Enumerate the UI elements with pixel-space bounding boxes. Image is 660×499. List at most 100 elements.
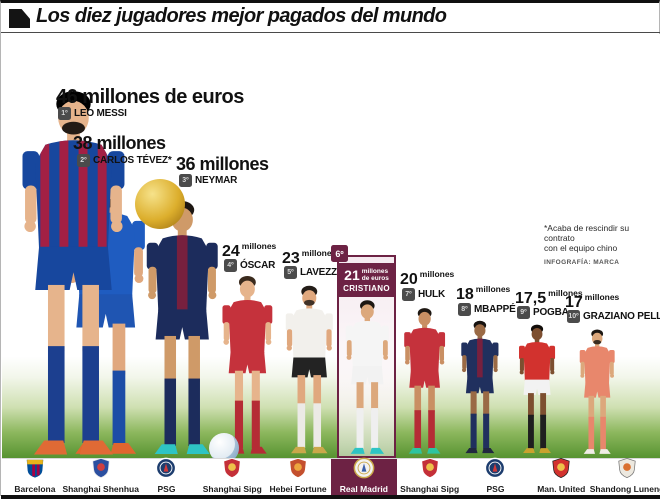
player-name-lavezzi: LAVEZZI xyxy=(300,267,340,278)
player-name-oscar: ÓSCAR xyxy=(240,260,276,271)
club-logo-bar: Barcelona Shanghai Shenhua PSG Shanghai Sip… xyxy=(2,457,660,496)
player-figure-cristiano xyxy=(335,296,400,458)
salary-unit-oscar: millones xyxy=(241,241,277,251)
rank-badge-cristiano: 6º xyxy=(331,245,348,262)
name-row-oscar: 4º ÓSCAR xyxy=(224,259,275,272)
club-name-6: Real Madrid xyxy=(339,484,388,494)
player-figure-mbappe xyxy=(452,317,508,456)
club-name-4: Shanghai Sipg xyxy=(202,484,262,494)
title-bullet-icon xyxy=(9,9,30,28)
salary-label-cristiano: 21 millones de euros xyxy=(344,268,389,282)
salary-number-cristiano: 21 xyxy=(344,266,360,283)
club-name-2: Shanghai Shenhua xyxy=(62,484,139,494)
salary-label-lavezzi: 23 millones xyxy=(282,248,336,268)
club-name-3: PSG xyxy=(157,484,176,494)
rank-badge-pelle: 10º xyxy=(567,310,580,323)
club-cell-2: Shanghai Shenhua xyxy=(62,457,139,496)
club-logo-10-icon xyxy=(616,457,638,484)
salary-number-pelle: 17 xyxy=(565,294,583,311)
salary-label-pelle: 17 millones xyxy=(565,292,619,312)
footnote: *Acaba de rescindir su contrato con el e… xyxy=(544,223,659,268)
club-logo-8-icon xyxy=(484,457,506,484)
club-cell-10: Shandong Luneng xyxy=(590,457,660,496)
player-figure-messi xyxy=(0,81,149,463)
salary-label-tevez: 38 millones xyxy=(73,133,166,153)
player-name-hulk: HULK xyxy=(418,289,445,300)
salary-label-mbappe: 18 millones xyxy=(456,284,510,304)
rank-badge-oscar: 4º xyxy=(224,259,237,272)
rank-badge-pogba: 9º xyxy=(517,306,530,319)
footnote-line-2: con el equipo chino xyxy=(544,243,618,253)
name-row-tevez: 2º CARLOS TÉVEZ* xyxy=(77,154,172,167)
club-name-9: Man. United xyxy=(537,484,586,494)
salary-unit-lavezzi: millones xyxy=(301,248,337,258)
club-cell-9: Man. United xyxy=(528,457,594,496)
club-cell-3: PSG xyxy=(134,457,200,496)
salary-unit-pelle: millones xyxy=(584,292,620,302)
club-name-8: PSG xyxy=(486,484,505,494)
player-name-cristiano: CRISTIANO xyxy=(343,283,390,293)
club-name-7: Shanghai Sipg xyxy=(400,484,460,494)
infographic-credit: INFOGRAFÍA: MARCA xyxy=(544,259,620,266)
player-figure-pogba xyxy=(510,321,564,456)
player-figure-oscar xyxy=(210,271,285,458)
club-logo-6-icon xyxy=(353,457,375,484)
salary-label-pogba: 17,5 millones xyxy=(515,288,583,308)
club-cell-8: PSG xyxy=(463,457,529,496)
salary-unit-hulk: millones xyxy=(419,269,455,279)
rank-badge-messi: 1º xyxy=(58,107,71,120)
name-row-lavezzi: 5º LAVEZZI xyxy=(284,266,340,279)
rank-badge-tevez: 2º xyxy=(77,154,90,167)
club-cell-6: Real Madrid xyxy=(330,457,397,496)
rank-badge-mbappe: 8º xyxy=(458,303,471,316)
name-row-neymar: 3º NEYMAR xyxy=(179,174,237,187)
salary-box-cristiano: 21 millones de euros CRISTIANO xyxy=(337,263,396,297)
page-title: Los diez jugadores mejor pagados del mun… xyxy=(36,5,447,27)
salary-unit-pogba: millones xyxy=(548,288,583,298)
player-name-neymar: NEYMAR xyxy=(195,175,238,186)
salary-label-hulk: 20 millones xyxy=(400,269,454,289)
player-name-pelle: GRAZIANO PELLÉ xyxy=(583,311,660,322)
player-figure-pelle xyxy=(571,326,623,457)
club-name-1: Barcelona xyxy=(14,484,56,494)
salary-label-oscar: 24 millones xyxy=(222,241,276,261)
name-row-pelle: 10º GRAZIANO PELLÉ xyxy=(567,310,660,323)
player-figure-hulk xyxy=(394,304,455,457)
club-logo-4-icon xyxy=(221,457,243,484)
club-cell-7: Shanghai Sipg xyxy=(397,457,463,496)
rank-badge-neymar: 3º xyxy=(179,174,192,187)
name-row-hulk: 7º HULK xyxy=(402,288,445,301)
name-row-pogba: 9º POGBA xyxy=(517,306,569,319)
golden-ball xyxy=(135,179,185,229)
club-cell-5: Hebei Fortune xyxy=(265,457,331,496)
salary-label-neymar: 36 millones xyxy=(176,154,269,174)
player-name-tevez: CARLOS TÉVEZ* xyxy=(93,155,172,166)
player-name-mbappe: MBAPPÉ xyxy=(474,304,516,315)
salary-number-hulk: 20 xyxy=(400,271,418,288)
salary-unit-mbappe: millones xyxy=(475,284,511,294)
salary-number-mbappe: 18 xyxy=(456,286,474,303)
club-cell-4: Shanghai Sipg xyxy=(199,457,265,496)
name-row-mbappe: 8º MBAPPÉ xyxy=(458,303,516,316)
club-logo-5-icon xyxy=(287,457,309,484)
name-row-messi: 1º LEO MESSI xyxy=(58,107,127,120)
rank-badge-lavezzi: 5º xyxy=(284,266,297,279)
player-name-messi: LEO MESSI xyxy=(74,108,127,119)
footnote-line-1: *Acaba de rescindir su contrato xyxy=(544,223,630,243)
club-logo-7-icon xyxy=(419,457,441,484)
club-logo-9-icon xyxy=(550,457,572,484)
salary-number-lavezzi: 23 xyxy=(282,250,300,267)
club-logo-1-icon xyxy=(24,457,46,484)
club-logo-2-icon xyxy=(90,457,112,484)
player-name-pogba: POGBA xyxy=(533,307,569,318)
club-logo-3-icon xyxy=(155,457,177,484)
salary-number-pogba: 17,5 xyxy=(515,290,547,307)
player-figure-lavezzi xyxy=(274,281,345,457)
club-name-5: Hebei Fortune xyxy=(269,484,327,494)
title-divider xyxy=(1,32,660,33)
rank-badge-hulk: 7º xyxy=(402,288,415,301)
salary-number-oscar: 24 xyxy=(222,243,240,260)
club-cell-1: Barcelona xyxy=(2,459,68,496)
club-name-10: Shandong Luneng xyxy=(589,484,660,494)
